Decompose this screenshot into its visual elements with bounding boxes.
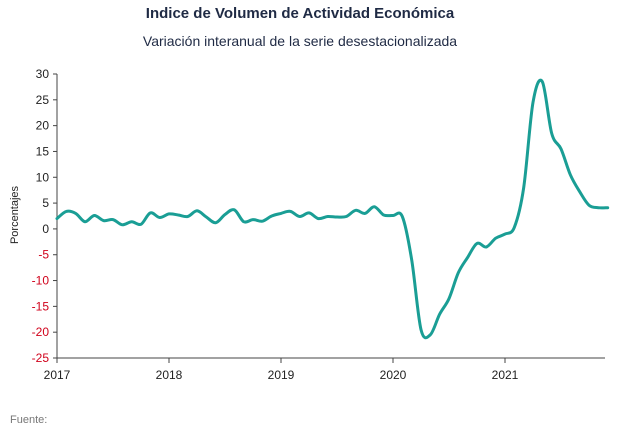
y-tick-label: -20	[32, 325, 50, 339]
y-tick-label: 10	[36, 170, 50, 184]
series-line	[55, 78, 610, 340]
x-tick-label: 2018	[156, 368, 183, 382]
y-tick-label: -15	[32, 299, 50, 313]
x-tick-label: 2020	[380, 368, 407, 382]
y-tick-label: 15	[36, 144, 50, 158]
y-tick-label: 0	[42, 222, 49, 236]
chart-title: Indice de Volumen de Actividad Económica	[145, 5, 455, 22]
chart-subtitle: Variación interanual de la serie desesta…	[142, 33, 458, 49]
y-tick-label: -25	[32, 351, 50, 365]
y-tick-label: 20	[36, 119, 50, 133]
y-tick-label: -5	[38, 248, 49, 262]
y-tick-label: 25	[36, 93, 50, 107]
source-label: Fuente:	[10, 414, 48, 426]
y-tick-label: 30	[36, 67, 50, 81]
x-tick-label: 2019	[268, 368, 295, 382]
x-tick-label: 2017	[44, 368, 71, 382]
y-tick-label: 5	[42, 196, 49, 210]
y-tick-label: -10	[32, 274, 50, 288]
x-tick-label: 2021	[492, 368, 519, 382]
